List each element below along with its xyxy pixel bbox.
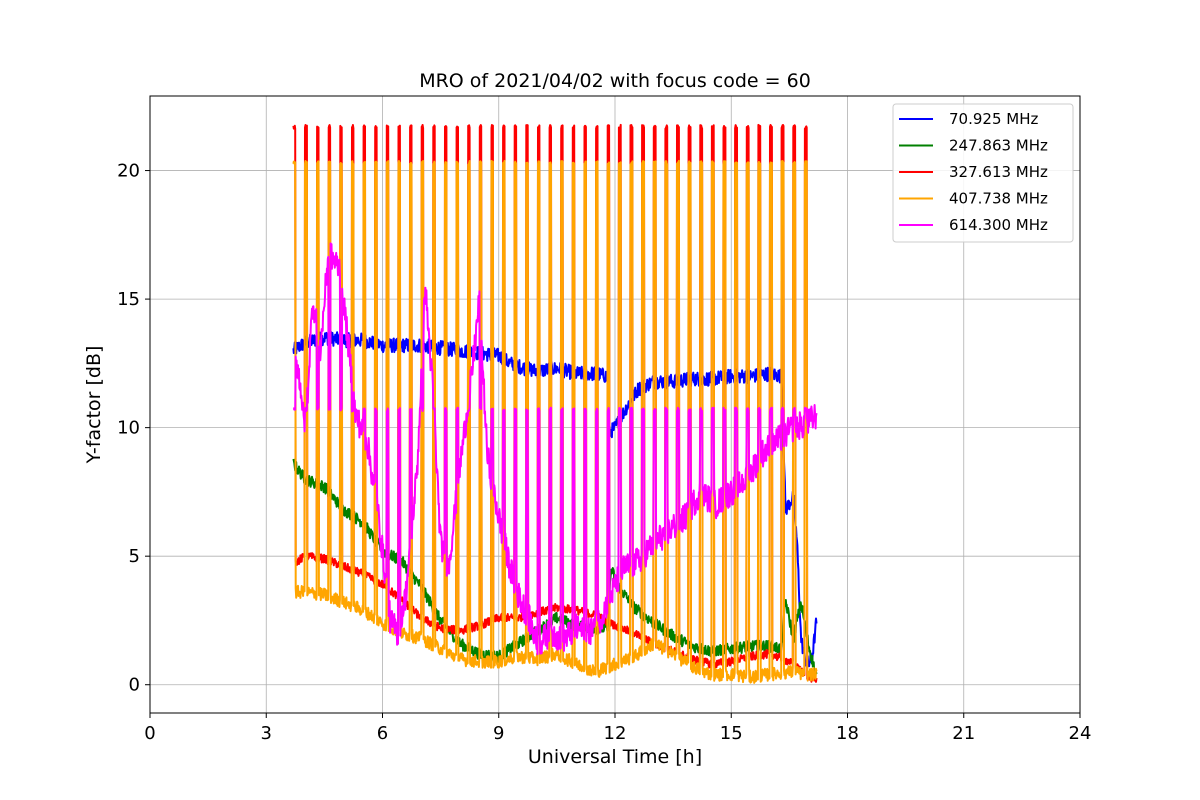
- series-line-614-300-mhz: [292, 242, 818, 656]
- y-tick-label: 10: [117, 418, 140, 439]
- y-tick-label: 15: [117, 289, 140, 310]
- x-tick-label: 0: [144, 723, 155, 744]
- y-tick-label: 0: [129, 675, 140, 696]
- y-tick-label: 5: [129, 546, 140, 567]
- x-tick-label: 3: [261, 723, 272, 744]
- x-tick-label: 6: [377, 723, 388, 744]
- legend-label: 614.300 MHz: [949, 216, 1048, 234]
- y-axis: 0 5 10 15 20: [117, 161, 150, 696]
- x-tick-label: 12: [604, 723, 627, 744]
- x-axis-label: Universal Time [h]: [528, 746, 702, 768]
- series-line-70-925-mhz: [292, 331, 818, 668]
- legend-box: [892, 103, 1074, 243]
- series-line-327-613-mhz: [292, 123, 818, 683]
- legend-label: 247.863 MHz: [949, 137, 1048, 155]
- x-axis: 0 3 6 9 12 15 18 21 24: [144, 713, 1091, 744]
- legend-label: 327.613 MHz: [949, 163, 1048, 181]
- legend-label: 70.925 MHz: [949, 110, 1038, 128]
- x-tick-label: 21: [952, 723, 975, 744]
- x-tick-label: 15: [720, 723, 743, 744]
- y-axis-label: Y-factor [dB]: [83, 346, 105, 465]
- x-tick-label: 18: [836, 723, 859, 744]
- chart-title: MRO of 2021/04/02 with focus code = 60: [419, 70, 811, 92]
- plot-area: [292, 123, 818, 684]
- legend: 70.925 MHz 247.863 MHz 327.613 MHz 407.738 …: [892, 103, 1074, 243]
- legend-label: 407.738 MHz: [949, 190, 1048, 208]
- y-tick-label: 20: [117, 161, 140, 182]
- x-tick-label: 9: [493, 723, 504, 744]
- series-line-407-738-mhz: [292, 159, 818, 684]
- x-tick-label: 24: [1069, 723, 1092, 744]
